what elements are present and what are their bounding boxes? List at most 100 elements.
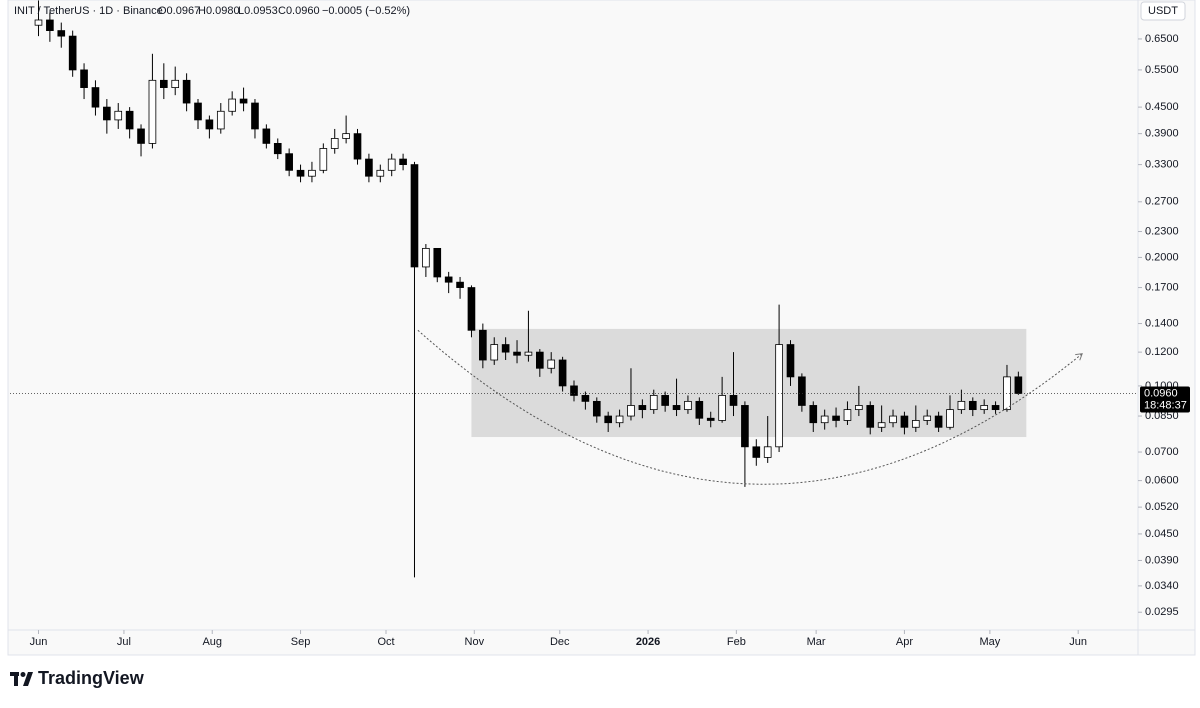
y-tick-label: 0.2300 xyxy=(1145,225,1179,237)
x-tick-label: Jun xyxy=(30,636,48,648)
x-tick-label: Mar xyxy=(807,636,826,648)
candle-body xyxy=(34,19,43,26)
candle-body xyxy=(741,405,749,448)
logo xyxy=(10,672,33,686)
x-tick-label: Jul xyxy=(117,636,131,648)
range-box xyxy=(471,328,1027,438)
candle-body xyxy=(80,69,88,88)
candle-body xyxy=(957,400,966,411)
candle-body xyxy=(946,409,954,428)
candle-body xyxy=(353,133,362,160)
y-tick-label: 0.2700 xyxy=(1145,196,1179,208)
y-tick-label: 0.1700 xyxy=(1145,281,1179,293)
candle-body xyxy=(923,415,932,421)
candle-body xyxy=(422,247,430,268)
candle-body xyxy=(866,405,875,428)
y-tick-label: 0.0450 xyxy=(1145,528,1179,540)
candle-body xyxy=(365,158,373,177)
candle-body xyxy=(968,400,977,411)
candle-body xyxy=(638,405,647,411)
candle-body xyxy=(308,169,316,177)
last-price-badge xyxy=(1140,386,1190,413)
y-tick-label: 0.2000 xyxy=(1145,251,1179,263)
x-tick-label: Sep xyxy=(291,636,311,648)
candle-body xyxy=(410,164,419,268)
overlays xyxy=(10,329,1138,485)
candle-body xyxy=(786,344,795,378)
candle-body xyxy=(809,405,818,424)
y-tick-label: 0.5500 xyxy=(1145,64,1179,76)
y-tick-label: 0.0520 xyxy=(1145,501,1179,513)
x-tick-label: Oct xyxy=(377,636,394,648)
curve-arrowhead xyxy=(1075,353,1083,361)
candle-body xyxy=(251,102,259,130)
y-tick-label: 0.1400 xyxy=(1145,317,1179,329)
logo-part xyxy=(23,672,33,686)
candle-body xyxy=(604,415,612,424)
candle-body xyxy=(980,405,988,411)
x-tick-label: Nov xyxy=(465,636,485,648)
ohlc-open: O0.0967 xyxy=(158,5,200,17)
candle-body xyxy=(684,400,692,411)
candle-body xyxy=(376,169,385,177)
x-tick-label: Dec xyxy=(550,636,570,648)
candle-body xyxy=(900,415,909,428)
y-tick-label: 0.0340 xyxy=(1145,580,1179,592)
x-tick-label: Aug xyxy=(202,636,222,648)
candle-body xyxy=(570,385,578,396)
candle-body xyxy=(615,415,624,424)
candle-body xyxy=(934,415,943,428)
ohlc-low: L0.0953 xyxy=(238,5,278,17)
candle-body xyxy=(763,446,772,458)
y-tick-label: 0.1200 xyxy=(1145,346,1179,358)
candle-body xyxy=(262,128,271,144)
y-tick-label: 0.0600 xyxy=(1145,475,1179,487)
candle-body xyxy=(171,79,180,88)
currency-button[interactable] xyxy=(1140,1,1186,21)
y-tick-label: 0.0700 xyxy=(1145,446,1179,458)
candle-body xyxy=(547,359,556,369)
candle-body xyxy=(479,329,487,361)
candle-body xyxy=(194,102,202,121)
x-tick-label: Apr xyxy=(896,636,913,648)
candle-body xyxy=(456,281,464,288)
candle-body xyxy=(752,446,761,458)
drawings xyxy=(471,328,1027,438)
logo-part xyxy=(20,672,26,677)
candle-body xyxy=(877,422,886,428)
candle-body xyxy=(342,133,350,139)
candle-body xyxy=(718,395,726,421)
candle-body xyxy=(273,142,282,155)
logo-part xyxy=(14,672,18,686)
candle-body xyxy=(467,287,476,331)
candle-body xyxy=(706,417,715,421)
candle-body xyxy=(91,87,100,108)
candle-body xyxy=(524,351,533,356)
symbol-info: INIT / TetherUS · 1D · Binance xyxy=(14,5,163,17)
candle-body xyxy=(501,344,510,353)
candle-body xyxy=(319,148,328,171)
candle-body xyxy=(228,98,237,112)
candle-body xyxy=(729,395,738,406)
candle-body xyxy=(991,405,1000,411)
candle-body xyxy=(1014,376,1023,394)
y-tick-label: 0.0295 xyxy=(1145,606,1179,618)
y-tick-label: 0.6500 xyxy=(1145,33,1179,45)
y-tick-label: 0.0850 xyxy=(1145,410,1179,422)
countdown: 18:48:37 xyxy=(1144,399,1187,411)
candle-body xyxy=(330,138,339,149)
x-tick-label: 2026 xyxy=(636,636,660,648)
candle-body xyxy=(490,344,499,361)
currency-label: USDT xyxy=(1148,5,1178,17)
candle-body xyxy=(387,158,396,171)
candle-body xyxy=(148,79,157,144)
y-tick-label: 0.4500 xyxy=(1145,101,1179,113)
candle-body xyxy=(627,405,635,417)
candle-body xyxy=(182,79,191,104)
candle-body xyxy=(57,30,66,37)
chart-background xyxy=(7,0,1196,656)
candle-body xyxy=(832,415,840,421)
ohlc-close: C0.0960 xyxy=(278,5,320,17)
candle-body xyxy=(843,409,852,421)
